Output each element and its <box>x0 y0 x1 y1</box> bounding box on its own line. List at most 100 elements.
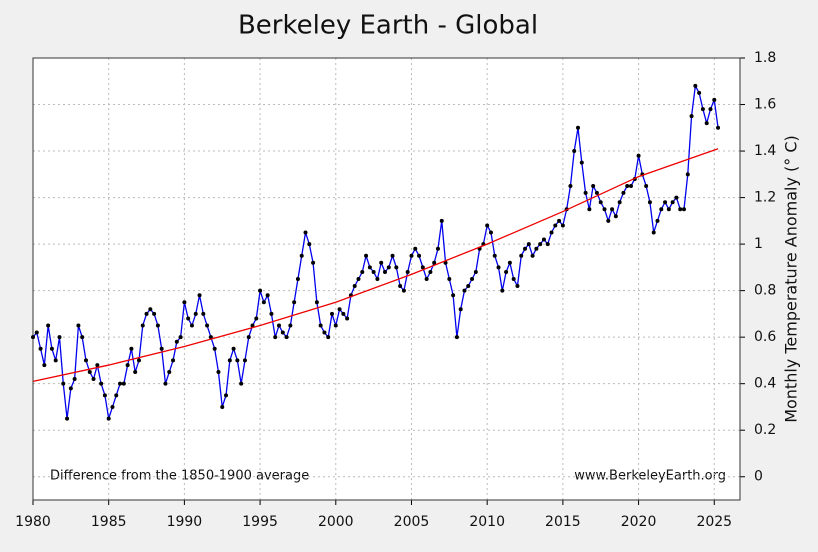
data-point <box>587 207 592 212</box>
x-tick-label: 2000 <box>318 514 354 530</box>
data-point <box>159 346 164 351</box>
data-point <box>280 330 285 335</box>
data-point <box>579 160 584 165</box>
data-point <box>333 323 338 328</box>
data-point <box>451 293 456 298</box>
data-point <box>360 270 365 275</box>
data-point <box>102 393 107 398</box>
data-point <box>519 253 524 258</box>
series-line <box>32 148 719 382</box>
data-point <box>242 358 247 363</box>
data-point <box>227 358 232 363</box>
data-point <box>197 293 202 298</box>
data-point <box>541 237 546 242</box>
data-point <box>560 223 565 228</box>
data-point <box>375 277 380 281</box>
data-point <box>693 83 698 88</box>
data-point <box>666 207 671 212</box>
data-point <box>466 283 471 288</box>
y-tick-label: 0 <box>754 469 763 485</box>
data-point <box>167 370 172 375</box>
data-point <box>106 416 111 421</box>
data-point <box>201 311 206 316</box>
data-point <box>549 230 554 235</box>
data-point <box>114 393 119 398</box>
data-point <box>617 200 622 205</box>
data-point <box>277 323 282 328</box>
data-point <box>613 214 618 219</box>
data-point <box>322 330 327 335</box>
data-point <box>129 346 134 351</box>
y-tick-label: 1.2 <box>754 190 776 206</box>
data-point <box>398 283 403 288</box>
data-point <box>424 277 429 281</box>
data-point <box>492 253 497 258</box>
data-point <box>216 370 221 375</box>
data-point <box>72 377 77 382</box>
data-point <box>155 323 160 328</box>
data-point <box>511 277 516 281</box>
data-point <box>261 300 266 305</box>
data-point <box>507 260 512 265</box>
data-point <box>697 90 702 95</box>
data-point <box>382 270 387 275</box>
data-point <box>504 270 509 275</box>
y-tick-label: 0.2 <box>754 422 776 438</box>
data-point <box>647 200 652 205</box>
data-point <box>379 260 384 265</box>
data-point <box>273 335 278 340</box>
data-point <box>485 223 490 228</box>
data-point <box>91 377 96 382</box>
x-tick-label: 2020 <box>621 514 657 530</box>
data-point <box>651 230 656 235</box>
data-point <box>34 330 39 335</box>
data-point <box>523 246 528 251</box>
data-point <box>250 323 255 328</box>
data-point <box>681 207 686 212</box>
data-point <box>87 370 92 375</box>
data-point <box>83 358 88 363</box>
x-tick-label: 1995 <box>242 514 278 530</box>
data-point <box>644 183 649 188</box>
data-point <box>515 283 520 288</box>
data-point <box>606 218 611 223</box>
data-point <box>678 207 683 212</box>
data-point <box>53 358 58 363</box>
data-point <box>224 393 229 398</box>
data-point <box>246 335 251 340</box>
data-point <box>390 253 395 258</box>
y-tick-label: 0.8 <box>754 283 776 299</box>
y-tick-label: 1.8 <box>754 50 776 66</box>
data-point <box>46 323 51 328</box>
data-point <box>231 346 236 351</box>
data-point <box>265 293 270 298</box>
data-point <box>454 335 459 340</box>
data-point <box>716 125 721 130</box>
data-point <box>594 190 599 195</box>
data-point <box>239 381 244 386</box>
data-point <box>663 200 668 205</box>
data-point <box>557 218 562 223</box>
data-point <box>171 358 176 363</box>
data-point <box>65 416 70 421</box>
data-point <box>700 107 705 112</box>
data-point <box>133 370 138 375</box>
data-point <box>405 270 410 275</box>
data-point <box>337 307 342 312</box>
data-point <box>655 218 660 223</box>
y-tick-label: 0.4 <box>754 376 776 392</box>
data-point <box>345 316 350 321</box>
data-point <box>659 207 664 212</box>
data-point <box>572 149 577 154</box>
data-point <box>193 311 198 316</box>
annotation: www.BerkeleyEarth.org <box>574 469 726 484</box>
data-point <box>704 121 709 126</box>
data-point <box>163 381 168 386</box>
data-point <box>625 183 630 188</box>
data-point <box>610 207 615 212</box>
y-tick-label: 1.4 <box>754 143 776 159</box>
data-point <box>208 335 213 340</box>
data-point <box>496 265 501 270</box>
data-point <box>470 277 475 281</box>
